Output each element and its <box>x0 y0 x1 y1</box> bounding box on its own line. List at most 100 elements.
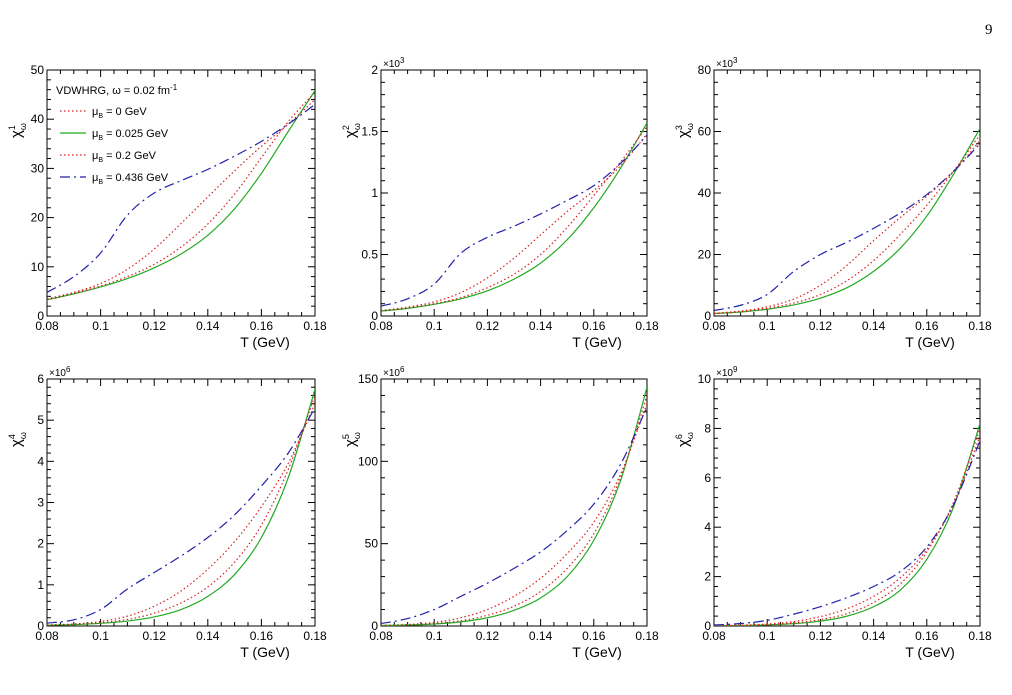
x-axis-label: T (GeV) <box>240 334 290 350</box>
y-multiplier: ×103 <box>383 56 405 70</box>
x-tick-label: 0.14 <box>862 629 886 643</box>
x-tick-label: 0.08 <box>369 629 393 643</box>
x-tick-label: 0.18 <box>635 319 659 333</box>
legend-header: VDWHRG, ω = 0.02 fm-1 <box>56 83 178 97</box>
y-multiplier: ×106 <box>49 365 71 379</box>
series-line-3 <box>714 140 980 314</box>
series-line-4 <box>381 406 647 625</box>
x-tick-label: 0.12 <box>476 629 500 643</box>
y-tick-label: 60 <box>698 125 712 139</box>
series-line-1 <box>381 126 647 312</box>
y-tick-label: 50 <box>31 63 45 77</box>
legend-entry-4: μB = 0.436 GeV <box>92 172 169 186</box>
y-tick-label: 1 <box>371 186 378 200</box>
x-tick-label: 0.08 <box>702 629 726 643</box>
x-tick-label: 0.18 <box>635 629 659 643</box>
x-tick-label: 0.16 <box>582 319 606 333</box>
series-line-3 <box>47 99 315 300</box>
series-line-2 <box>714 423 980 626</box>
y-tick-label: 6 <box>37 372 44 386</box>
x-axis-label: T (GeV) <box>905 644 955 660</box>
x-tick-label: 0.16 <box>915 629 939 643</box>
x-tick-label: 0.12 <box>143 629 167 643</box>
y-tick-label: 0 <box>371 309 378 323</box>
plot-frame <box>713 378 981 627</box>
x-tick-label: 0.16 <box>915 319 939 333</box>
y-tick-label: 2 <box>704 570 711 584</box>
series-line-1 <box>47 91 315 301</box>
series-line-2 <box>381 122 647 312</box>
plot-frame <box>46 69 316 317</box>
y-tick-label: 4 <box>37 454 44 468</box>
series-line-1 <box>381 395 647 626</box>
y-tick-label: 6 <box>704 471 711 485</box>
x-tick-label: 0.18 <box>968 319 992 333</box>
legend-entry-3: μB = 0.2 GeV <box>92 150 157 164</box>
y-tick-label: 0 <box>371 619 378 633</box>
plot-frame <box>46 378 316 627</box>
series-line-2 <box>381 387 647 626</box>
x-tick-label: 0.1 <box>759 629 776 643</box>
x-tick-label: 0.18 <box>303 319 327 333</box>
y-tick-label: 2 <box>371 63 378 77</box>
x-tick-label: 0.1 <box>426 629 443 643</box>
series-line-2 <box>47 389 315 626</box>
series-line-1 <box>47 395 315 626</box>
y-multiplier: ×103 <box>716 56 738 70</box>
x-tick-label: 0.12 <box>809 319 833 333</box>
x-tick-label: 0.08 <box>35 319 59 333</box>
y-tick-label: 20 <box>698 248 712 262</box>
chart-panel-5: 0.08 0.1 0.12 0.14 0.16 0.18 0 50 100 150 ×106 T (G… <box>341 365 659 660</box>
x-tick-label: 0.1 <box>92 629 109 643</box>
x-tick-label: 0.18 <box>968 629 992 643</box>
y-tick-label: 3 <box>37 496 44 510</box>
page-number: 9 <box>985 22 993 38</box>
x-tick-label: 0.16 <box>250 319 274 333</box>
y-axis-label: χ5ω <box>341 432 362 447</box>
x-tick-label: 0.12 <box>143 319 167 333</box>
y-tick-label: 0.5 <box>361 248 378 262</box>
x-tick-label: 0.18 <box>303 629 327 643</box>
x-tick-label: 0.14 <box>529 319 553 333</box>
y-tick-label: 20 <box>31 211 45 225</box>
x-tick-label: 0.14 <box>196 319 220 333</box>
chart-panel-6: 0.08 0.1 0.12 0.14 0.16 0.18 0 2 4 6 8 10 ×109 T (GeV… <box>674 365 992 660</box>
y-tick-label: 0 <box>37 309 44 323</box>
x-tick-label: 0.1 <box>759 319 776 333</box>
x-tick-label: 0.16 <box>582 629 606 643</box>
x-axis-label: T (GeV) <box>240 644 290 660</box>
y-tick-label: 1.5 <box>361 125 378 139</box>
y-tick-label: 10 <box>31 260 45 274</box>
y-multiplier: ×106 <box>383 365 405 379</box>
series-line-2 <box>714 128 980 315</box>
x-axis-label: T (GeV) <box>905 334 955 350</box>
y-tick-label: 80 <box>698 63 712 77</box>
chart-panel-2: 0.08 0.1 0.12 0.14 0.16 0.18 0 0.5 1 1.5 2 ×103 T (G… <box>341 56 659 350</box>
x-tick-label: 0.08 <box>702 319 726 333</box>
series-line-3 <box>381 133 647 312</box>
chart-panel-1: 0.08 0.1 0.12 0.14 0.16 0.18 0 10 20 30 40 50 T (GeV… <box>7 63 327 350</box>
y-tick-label: 4 <box>704 520 711 534</box>
chart-panel-4: 0.08 0.1 0.12 0.14 0.16 0.18 0 1 2 3 4 5 6 ×106 T (GeV… <box>7 365 327 660</box>
x-tick-label: 0.08 <box>369 319 393 333</box>
y-tick-label: 150 <box>358 372 378 386</box>
legend-entry-1: μB = 0 GeV <box>92 106 147 120</box>
series-line-1 <box>714 134 980 315</box>
y-tick-label: 10 <box>698 372 712 386</box>
y-tick-label: 0 <box>704 619 711 633</box>
x-tick-label: 0.14 <box>529 629 553 643</box>
y-axis-label: χ1ω <box>7 123 28 138</box>
y-tick-label: 5 <box>37 413 44 427</box>
x-axis-label: T (GeV) <box>572 334 622 350</box>
y-tick-label: 0 <box>37 619 44 633</box>
chart-panel-3: 0.08 0.1 0.12 0.14 0.16 0.18 0 20 40 60 80 ×103 T (G… <box>674 56 992 350</box>
y-tick-label: 40 <box>698 186 712 200</box>
series-line-4 <box>47 407 315 624</box>
y-tick-label: 1 <box>37 578 44 592</box>
y-tick-label: 30 <box>31 161 45 175</box>
x-tick-label: 0.08 <box>35 629 59 643</box>
plot-frame <box>713 69 981 317</box>
x-tick-label: 0.1 <box>426 319 443 333</box>
y-tick-label: 0 <box>704 309 711 323</box>
